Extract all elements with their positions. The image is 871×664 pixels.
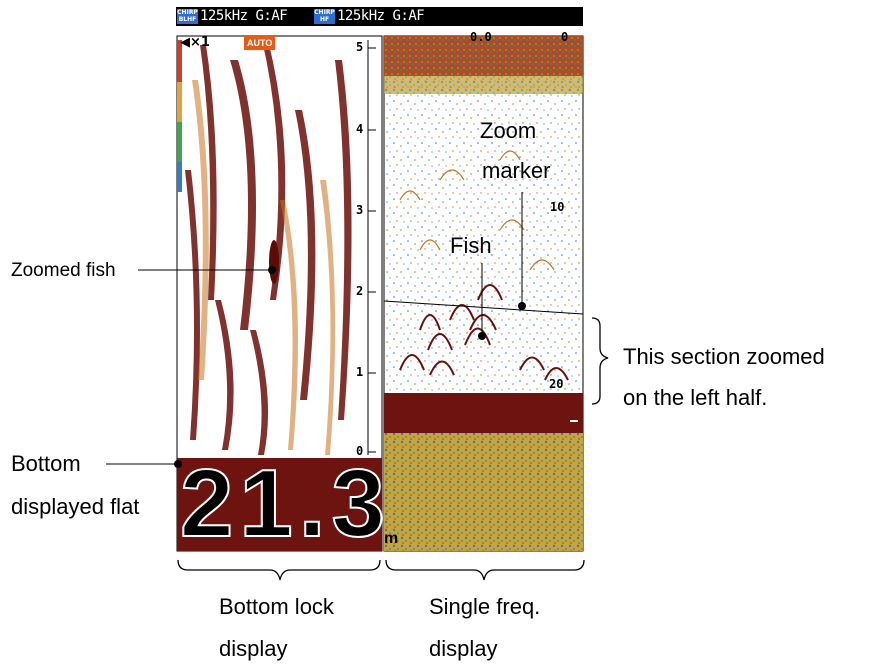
label-single-freq: Single freq. [429, 594, 541, 619]
depth-tick-20: 20 [549, 377, 564, 391]
label-marker: marker [482, 158, 551, 183]
label-zoom: Zoom [480, 118, 537, 143]
right-chirp-badge: CHIRP HF [314, 9, 335, 24]
bottom-lock-brace [177, 559, 381, 581]
zoomed-fish-target [269, 240, 279, 284]
flat-bottom [177, 458, 382, 551]
left-frequency-gain: 125kHz G:AF [200, 8, 288, 24]
right-frequency-gain: 125kHz G:AF [337, 8, 425, 24]
sub-bottom-echo [384, 433, 583, 551]
depth-unit: m [384, 530, 399, 547]
label-bottom-lock-display: display [219, 636, 288, 661]
single-freq-brace [385, 559, 585, 581]
depth-readout: 21.3 [179, 450, 391, 557]
zoom-indicator: ◀×1 [180, 35, 210, 50]
scale-tick-0: 0 [356, 444, 364, 458]
scale-tick-5: 5 [356, 40, 364, 54]
label-single-freq-display: display [429, 636, 498, 661]
label-fish: Fish [450, 233, 492, 258]
surface-clutter [384, 36, 583, 76]
auto-badge: AUTO [244, 36, 276, 50]
scale-tick-1: 1 [356, 365, 364, 379]
label-displayed-flat: displayed flat [11, 494, 140, 519]
label-zoomed-fish: Zoomed fish [11, 260, 116, 281]
scale-tick-4: 4 [356, 122, 364, 136]
zoom-marker-line [383, 300, 584, 315]
top-readout: 0.0 [470, 30, 492, 44]
fish-arcs [399, 284, 569, 381]
depth-tick-10: 10 [550, 200, 565, 214]
scale-tick-2: 2 [356, 284, 364, 298]
seabed-echo [384, 393, 583, 433]
section-brace [591, 317, 609, 405]
status-bar: CHIRP BLHF 125kHz G:AF CHIRP HF 125kHz G… [176, 7, 583, 26]
scale-tick-3: 3 [356, 203, 364, 217]
label-left-half: on the left half. [623, 385, 768, 410]
zoomed-fish-echoes [185, 40, 352, 455]
label-bottom-lock: Bottom lock [219, 594, 334, 619]
top-right-readout: 0 [561, 30, 569, 44]
left-chirp-badge: CHIRP BLHF [177, 9, 198, 24]
label-section-zoomed: This section zoomed [623, 344, 825, 369]
label-bottom: Bottom [11, 451, 81, 476]
